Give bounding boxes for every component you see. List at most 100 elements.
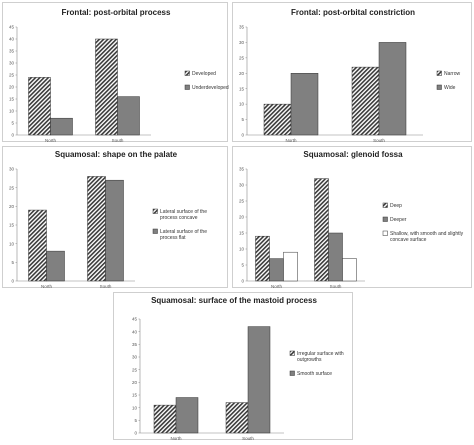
- chart-title: Frontal: post-orbital process: [62, 8, 171, 17]
- y-tick-label: 0: [134, 431, 137, 436]
- legend-swatch: [289, 370, 295, 376]
- x-tick-label: North: [285, 138, 297, 143]
- chart-panel-5: Squamosal: surface of the mastoid proces…: [113, 292, 353, 441]
- legend-swatch: [184, 84, 190, 90]
- x-tick-label: South: [112, 138, 124, 143]
- chart-panel-1: Frontal: post-orbital process 0 5 10 15 20 25 3…: [2, 2, 229, 143]
- bar-deep-north: [255, 235, 270, 282]
- legend-label: Deeper: [390, 217, 407, 223]
- bar-lateral-surface-of-the-process-concave-north: [28, 209, 47, 282]
- chart-panel-4: Squamosal: glenoid fossa 0 5 10 15 20 25 30 35 No…: [232, 146, 472, 289]
- y-tick-label: 30: [9, 61, 15, 66]
- chart-panel-3: Squamosal: shape on the palate 0 5 10 15 20 25…: [2, 146, 228, 289]
- y-tick-label: 10: [132, 405, 138, 410]
- y-tick-label: 10: [9, 241, 15, 246]
- bar-deeper-north: [269, 258, 284, 282]
- legend-swatch: [382, 216, 388, 222]
- legend-swatch: [152, 208, 158, 214]
- bar-wide-north: [290, 73, 319, 136]
- y-tick-label: 5: [241, 117, 244, 122]
- chart-svg-3: Squamosal: shape on the palate 0 5 10 15 20 25…: [9, 150, 207, 289]
- bar-narrow-north: [263, 103, 292, 136]
- legend-label: Lateral surface of the process flat: [160, 229, 207, 241]
- legend-label: Narrow: [444, 71, 461, 77]
- y-tick-label: 20: [9, 85, 15, 90]
- legend-swatch: [289, 350, 295, 356]
- x-tick-label: North: [45, 138, 57, 143]
- y-tick-label: 15: [239, 231, 245, 236]
- legend-label: Underdeveloped: [192, 85, 229, 91]
- y-tick-label: 20: [239, 215, 245, 220]
- x-tick-label: North: [41, 284, 53, 289]
- chart-title: Squamosal: shape on the palate: [55, 150, 178, 159]
- y-tick-label: 20: [239, 71, 245, 76]
- y-tick-label: 10: [239, 102, 245, 107]
- y-tick-label: 10: [9, 109, 15, 114]
- bar-lateral-surface-of-the-process-concave-south: [87, 176, 106, 282]
- bar-developed-south: [95, 38, 118, 136]
- bar-irregular-surface-with-outgrowths-south: [225, 402, 249, 434]
- y-tick-label: 5: [241, 263, 244, 268]
- y-tick-label: 15: [239, 86, 245, 91]
- x-tick-label: North: [271, 284, 283, 289]
- legend-label: Irregular surface with outgrowths: [297, 351, 344, 363]
- x-tick-label: South: [330, 284, 342, 289]
- bar-underdeveloped-north: [50, 117, 73, 136]
- chart-svg-5: Squamosal: surface of the mastoid proces…: [132, 296, 344, 441]
- y-tick-label: 25: [9, 73, 15, 78]
- y-tick-label: 15: [9, 97, 15, 102]
- chart-panel-2: Frontal: post-orbital constriction 0 5 10 15…: [232, 2, 472, 143]
- y-tick-label: 10: [239, 247, 245, 252]
- y-tick-label: 15: [9, 223, 15, 228]
- y-tick-label: 5: [134, 418, 137, 423]
- bar-deeper-south: [328, 232, 343, 282]
- chart-svg-2: Frontal: post-orbital constriction 0 5 10 15…: [239, 8, 461, 143]
- bar-smooth-surface-south: [247, 326, 271, 434]
- bar-shallow-with-smooth-and-slightly-concave-surface-north: [283, 251, 298, 282]
- y-tick-label: 0: [11, 133, 14, 138]
- bar-deep-south: [314, 178, 329, 282]
- legend-label: Wide: [444, 85, 456, 91]
- y-tick-label: 25: [9, 185, 15, 190]
- y-tick-label: 0: [241, 279, 244, 284]
- bar-narrow-south: [351, 66, 380, 136]
- legend-swatch: [436, 70, 442, 76]
- legend-swatch: [382, 230, 388, 236]
- y-tick-label: 25: [239, 55, 245, 60]
- y-tick-label: 30: [239, 183, 245, 188]
- legend-label: Shallow, with smooth and slightly concave…: [390, 231, 464, 243]
- chart-title: Frontal: post-orbital constriction: [291, 8, 415, 17]
- x-tick-label: South: [242, 436, 254, 441]
- bar-wide-south: [378, 42, 407, 136]
- y-tick-label: 30: [132, 355, 138, 360]
- y-tick-label: 40: [132, 329, 138, 334]
- x-tick-label: South: [100, 284, 112, 289]
- y-tick-label: 35: [132, 342, 138, 347]
- chart-svg-1: Frontal: post-orbital process 0 5 10 15 20 25 3…: [9, 8, 229, 143]
- bar-irregular-surface-with-outgrowths-north: [153, 404, 177, 434]
- y-tick-label: 25: [132, 367, 138, 372]
- y-tick-label: 40: [9, 37, 15, 42]
- legend-label: Deep: [390, 203, 402, 209]
- y-tick-label: 20: [9, 204, 15, 209]
- legend-label: Smooth surface: [297, 371, 332, 377]
- legend-swatch: [152, 228, 158, 234]
- legend-label: Developed: [192, 71, 216, 77]
- bar-shallow-with-smooth-and-slightly-concave-surface-south: [342, 258, 357, 282]
- y-tick-label: 20: [132, 380, 138, 385]
- bar-underdeveloped-south: [117, 96, 140, 136]
- bar-smooth-surface-north: [175, 397, 199, 434]
- y-tick-label: 15: [132, 393, 138, 398]
- bar-lateral-surface-of-the-process-flat-north: [46, 250, 65, 282]
- x-tick-label: South: [373, 138, 385, 143]
- y-tick-label: 25: [239, 199, 245, 204]
- y-tick-label: 5: [11, 260, 14, 265]
- chart-title: Squamosal: surface of the mastoid proces…: [151, 296, 317, 305]
- bar-lateral-surface-of-the-process-flat-south: [105, 179, 124, 282]
- y-tick-label: 35: [9, 49, 15, 54]
- legend-swatch: [436, 84, 442, 90]
- y-tick-label: 5: [11, 121, 14, 126]
- chart-svg-4: Squamosal: glenoid fossa 0 5 10 15 20 25 30 35 No…: [239, 150, 464, 289]
- legend-swatch: [184, 70, 190, 76]
- bar-developed-north: [28, 77, 51, 136]
